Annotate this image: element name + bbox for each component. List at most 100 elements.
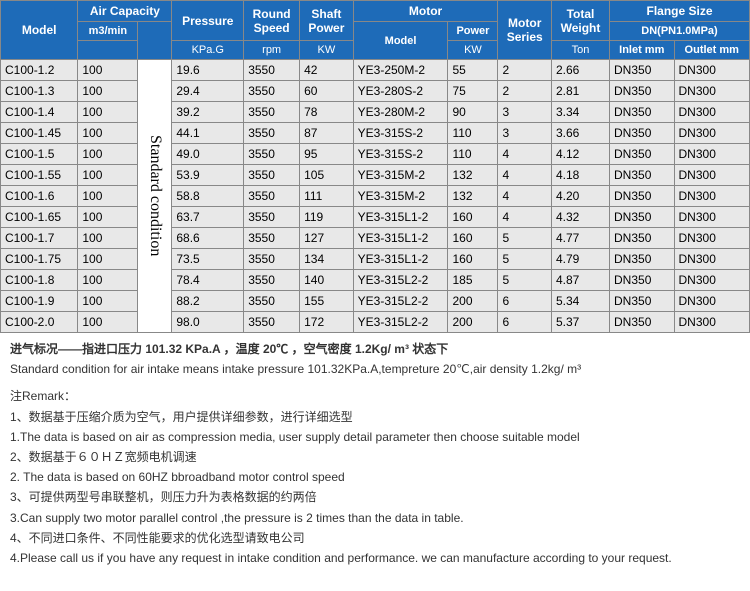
cell-kpg: 73.5 [172, 249, 244, 270]
cell-mseries: 3 [498, 123, 552, 144]
remarks-section: 进气标况——指进口压力 101.32 KPa.A ，温度 20℃ ，空气密度 1… [0, 333, 750, 579]
unit-kw: KW [300, 41, 354, 60]
cell-outlet: DN300 [674, 207, 749, 228]
cell-model: C100-2.0 [1, 312, 78, 333]
cell-m3min: 100 [78, 207, 138, 228]
cell-model: C100-1.45 [1, 123, 78, 144]
cell-kw: 134 [300, 249, 354, 270]
table-row: C100-1.610058.83550111YE3-315M-213244.20… [1, 186, 750, 207]
cell-model: C100-1.55 [1, 165, 78, 186]
cell-kpg: 29.4 [172, 81, 244, 102]
cell-rpm: 3550 [244, 60, 300, 81]
cell-kw: 78 [300, 102, 354, 123]
col-model: Model [1, 1, 78, 60]
cell-inlet: DN350 [610, 249, 675, 270]
cell-kw: 172 [300, 312, 354, 333]
col-roundspeed: Round Speed [244, 1, 300, 41]
cell-mseries: 2 [498, 81, 552, 102]
col-motormodel: Model [353, 22, 448, 60]
cell-kw: 87 [300, 123, 354, 144]
cell-ton: 5.37 [552, 312, 610, 333]
cell-outlet: DN300 [674, 60, 749, 81]
cell-inlet: DN350 [610, 312, 675, 333]
cell-mmodel: YE3-315L1-2 [353, 207, 448, 228]
cell-mpower: 110 [448, 123, 498, 144]
cell-outlet: DN300 [674, 165, 749, 186]
unit-kpg: KPa.G [172, 41, 244, 60]
cell-ton: 4.32 [552, 207, 610, 228]
cell-mpower: 55 [448, 60, 498, 81]
cell-model: C100-1.7 [1, 228, 78, 249]
cell-m3min: 100 [78, 60, 138, 81]
cell-m3min: 100 [78, 144, 138, 165]
table-body: C100-1.2100Standard condition19.6355042Y… [1, 60, 750, 333]
col-aircap: Air Capacity [78, 1, 172, 22]
unit-mpower: KW [448, 41, 498, 60]
cell-mseries: 6 [498, 312, 552, 333]
cell-inlet: DN350 [610, 228, 675, 249]
cell-outlet: DN300 [674, 312, 749, 333]
cell-mpower: 160 [448, 228, 498, 249]
cell-mseries: 4 [498, 186, 552, 207]
cell-kpg: 19.6 [172, 60, 244, 81]
cell-mmodel: YE3-315S-2 [353, 144, 448, 165]
cell-rpm: 3550 [244, 228, 300, 249]
table-row: C100-1.2100Standard condition19.6355042Y… [1, 60, 750, 81]
cell-mmodel: YE3-315L2-2 [353, 291, 448, 312]
cell-kpg: 44.1 [172, 123, 244, 144]
cell-kpg: 49.0 [172, 144, 244, 165]
unit-rpm: rpm [244, 41, 300, 60]
cell-kpg: 58.8 [172, 186, 244, 207]
cell-ton: 2.81 [552, 81, 610, 102]
cell-ton: 3.34 [552, 102, 610, 123]
col-m3min: m3/min [78, 22, 138, 41]
cell-mpower: 90 [448, 102, 498, 123]
unit-ton: Ton [552, 41, 610, 60]
table-row: C100-1.5510053.93550105YE3-315M-213244.1… [1, 165, 750, 186]
cell-mseries: 4 [498, 207, 552, 228]
cell-kpg: 63.7 [172, 207, 244, 228]
cell-m3min: 100 [78, 123, 138, 144]
cell-mseries: 4 [498, 144, 552, 165]
remark-3-cn: 3、可提供两型号串联整机，则压力升为表格数据的约两倍 [10, 488, 740, 507]
cell-mmodel: YE3-315M-2 [353, 186, 448, 207]
table-row: C100-1.510049.0355095YE3-315S-211044.12D… [1, 144, 750, 165]
cell-model: C100-1.3 [1, 81, 78, 102]
cell-rpm: 3550 [244, 102, 300, 123]
col-empty [138, 22, 172, 60]
cell-inlet: DN350 [610, 81, 675, 102]
cell-ton: 4.12 [552, 144, 610, 165]
remark-intake-en: Standard condition for air intake means … [10, 360, 740, 379]
cell-rpm: 3550 [244, 144, 300, 165]
cell-outlet: DN300 [674, 291, 749, 312]
cell-ton: 4.20 [552, 186, 610, 207]
cell-m3min: 100 [78, 291, 138, 312]
cell-outlet: DN300 [674, 249, 749, 270]
cell-mmodel: YE3-315L2-2 [353, 270, 448, 291]
cell-model: C100-1.65 [1, 207, 78, 228]
cell-kpg: 88.2 [172, 291, 244, 312]
cell-rpm: 3550 [244, 270, 300, 291]
col-motor: Motor [353, 1, 498, 22]
cell-kw: 140 [300, 270, 354, 291]
cell-inlet: DN350 [610, 102, 675, 123]
cell-mmodel: YE3-315L1-2 [353, 249, 448, 270]
cell-model: C100-1.5 [1, 144, 78, 165]
cell-mmodel: YE3-315M-2 [353, 165, 448, 186]
remark-intake-cn: 进气标况——指进口压力 101.32 KPa.A ，温度 20℃ ，空气密度 1… [10, 340, 740, 359]
cell-inlet: DN350 [610, 207, 675, 228]
cell-ton: 4.87 [552, 270, 610, 291]
cell-model: C100-1.4 [1, 102, 78, 123]
cell-inlet: DN350 [610, 144, 675, 165]
table-row: C100-1.710068.63550127YE3-315L1-216054.7… [1, 228, 750, 249]
cell-mseries: 5 [498, 249, 552, 270]
col-flangesub: DN(PN1.0MPa) [610, 22, 750, 41]
unit-outlet: Outlet mm [674, 41, 749, 60]
cell-inlet: DN350 [610, 270, 675, 291]
cell-outlet: DN300 [674, 186, 749, 207]
cell-ton: 3.66 [552, 123, 610, 144]
cell-mseries: 3 [498, 102, 552, 123]
cell-kw: 127 [300, 228, 354, 249]
cell-ton: 2.66 [552, 60, 610, 81]
remark-1-en: 1.The data is based on air as compressio… [10, 428, 740, 447]
